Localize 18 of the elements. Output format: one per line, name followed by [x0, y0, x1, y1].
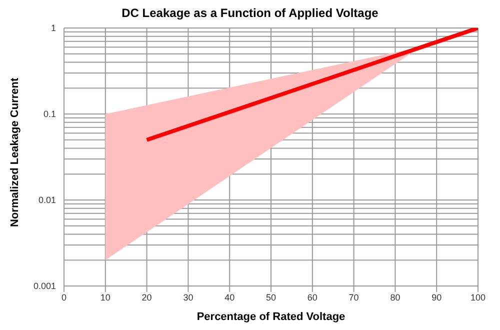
- x-tick-label: 80: [390, 292, 400, 302]
- x-tick-label: 100: [470, 292, 486, 302]
- x-tick-label: 70: [348, 292, 359, 302]
- x-tick-label: 90: [432, 292, 442, 302]
- chart-title: DC Leakage as a Function of Applied Voltage: [120, 6, 380, 20]
- y-tick-label: 0.01: [38, 195, 56, 206]
- x-tick-label: 10: [100, 292, 110, 302]
- x-tick-label: 0: [61, 292, 67, 302]
- y-tick-label: 0.001: [33, 281, 56, 292]
- x-axis-title: Percentage of Rated Voltage: [196, 311, 346, 323]
- x-tick-label: 40: [224, 292, 235, 302]
- x-tick-label: 50: [266, 292, 276, 302]
- y-tick-label: 0.1: [43, 109, 56, 120]
- y-axis-title: Normalized Leakage Current: [8, 78, 21, 227]
- x-tick-label: 60: [307, 292, 318, 302]
- x-tick-label: 30: [183, 292, 194, 302]
- y-tick-label: 1: [50, 23, 56, 34]
- x-tick-label: 20: [142, 292, 152, 302]
